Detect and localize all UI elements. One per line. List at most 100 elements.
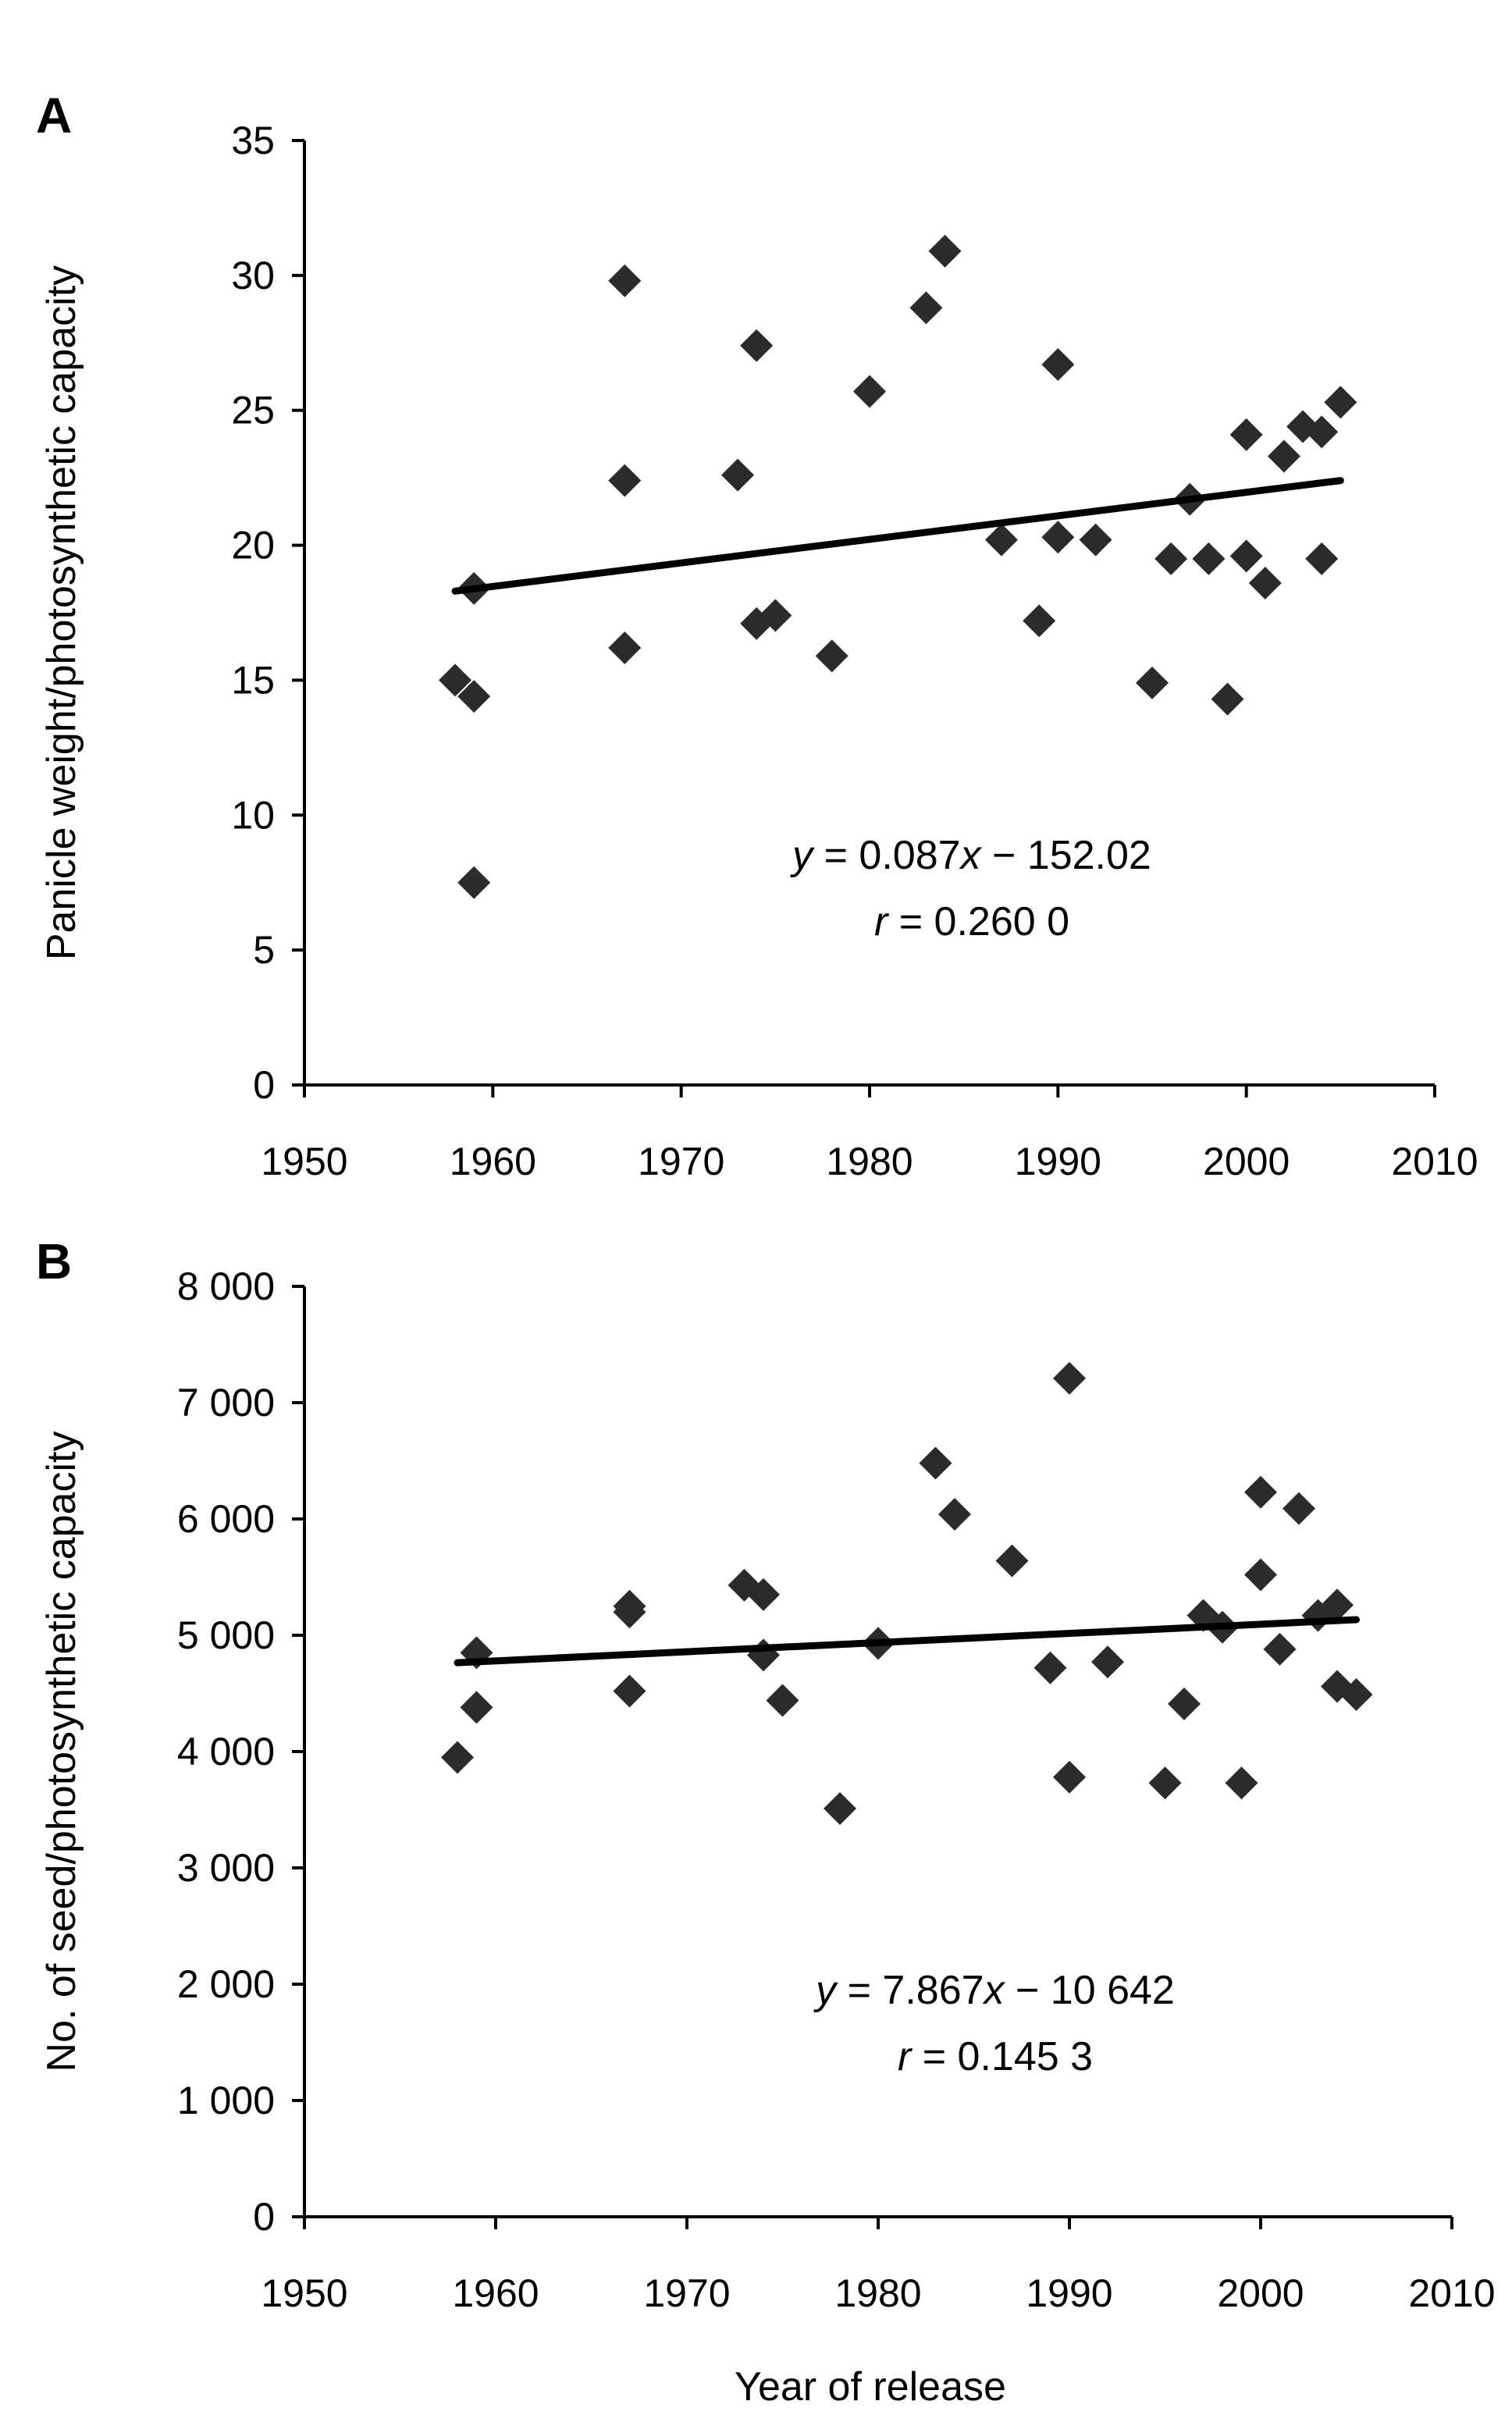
data-point xyxy=(1248,566,1282,599)
x-tick-label: 1970 xyxy=(643,2271,730,2315)
x-tick-label: 1960 xyxy=(450,1140,536,1183)
data-point xyxy=(1136,666,1169,699)
y-tick-label: 30 xyxy=(231,254,275,297)
data-point xyxy=(457,680,491,713)
data-point xyxy=(1041,521,1075,554)
x-axis-title: Year of release xyxy=(735,2364,1006,2410)
r-symbol: r xyxy=(898,2034,913,2079)
data-point xyxy=(613,1595,646,1629)
correlation-coefficient: r = 0.145 3 xyxy=(898,2034,1093,2079)
data-point xyxy=(747,1578,780,1611)
data-point xyxy=(1229,418,1263,451)
data-point xyxy=(1091,1645,1124,1679)
x-tick-label: 1990 xyxy=(1015,1140,1101,1183)
data-point xyxy=(1211,682,1244,716)
equation-x-symbol: x xyxy=(959,833,983,878)
panel-b: B 0 1 000 2 000 3 000 4 000 5 000 6 000 7 000 8 0… xyxy=(36,1233,1496,2410)
y-axis-title: No. of seed/photosynthetic capacity xyxy=(39,1432,84,2072)
data-point xyxy=(1041,347,1075,381)
equation-x-symbol: x xyxy=(982,1968,1006,2013)
data-point xyxy=(1229,539,1263,573)
data-point xyxy=(439,663,472,697)
r-value: = 0.260 0 xyxy=(888,899,1069,944)
data-point xyxy=(747,1638,780,1672)
data-point xyxy=(938,1498,971,1531)
x-tick-label: 1950 xyxy=(261,2271,347,2315)
data-point xyxy=(766,1684,799,1717)
x-tick-label: 2000 xyxy=(1217,2271,1304,2315)
x-tick-label: 1950 xyxy=(261,1140,347,1183)
equation-y-symbol: y xyxy=(813,1968,838,2013)
data-point xyxy=(1339,1677,1373,1711)
x-tick-label: 1970 xyxy=(638,1140,724,1183)
data-point xyxy=(1225,1766,1258,1800)
y-tick-label: 0 xyxy=(253,2195,275,2239)
data-point xyxy=(1244,1475,1277,1509)
regression-equation: y = 0.087x − 152.02 xyxy=(790,833,1151,878)
r-value: = 0.145 3 xyxy=(911,2034,1093,2079)
y-tick-label: 5 000 xyxy=(177,1613,275,1657)
y-tick-label: 25 xyxy=(231,389,275,432)
data-point xyxy=(1305,542,1339,575)
data-point xyxy=(1192,542,1226,575)
y-tick-label: 7 000 xyxy=(177,1381,275,1425)
data-point xyxy=(740,329,774,362)
data-point xyxy=(1263,1632,1297,1666)
y-tick-label: 2 000 xyxy=(177,1962,275,2006)
data-point xyxy=(608,631,642,664)
data-point xyxy=(441,1741,474,1774)
data-point xyxy=(1053,1361,1086,1395)
data-point xyxy=(984,523,1018,557)
equation-intercept: − 152.02 xyxy=(981,833,1151,878)
y-tick-label: 5 xyxy=(253,928,275,972)
trend-line xyxy=(454,1616,1360,1666)
equation-coefficient: = 7.867 xyxy=(836,1968,984,2013)
y-tick-label: 1 000 xyxy=(177,2079,275,2122)
trend-line xyxy=(451,477,1344,595)
data-point xyxy=(853,375,886,408)
data-point xyxy=(1168,1687,1201,1720)
y-tick-label: 35 xyxy=(231,119,275,162)
x-tick-label: 1990 xyxy=(1026,2271,1112,2315)
data-point xyxy=(1244,1558,1277,1592)
y-tick-label: 8 000 xyxy=(177,1265,275,1308)
data-point xyxy=(608,264,642,297)
data-point xyxy=(1023,604,1056,638)
data-point xyxy=(1305,415,1339,449)
correlation-coefficient: r = 0.260 0 xyxy=(874,899,1069,944)
panel-letter: A xyxy=(36,87,72,144)
y-axis-title: Panicle weight/photosynthetic capacity xyxy=(39,265,84,960)
x-tick-label: 2000 xyxy=(1203,1140,1290,1183)
data-point xyxy=(613,1674,646,1708)
data-point xyxy=(1283,1492,1315,1525)
y-tick-label: 0 xyxy=(253,1063,275,1107)
data-point xyxy=(460,1691,493,1724)
data-point xyxy=(1154,542,1188,575)
data-point xyxy=(759,599,792,632)
data-point xyxy=(1148,1766,1182,1800)
x-tick-label: 2010 xyxy=(1408,2271,1495,2315)
x-tick-label: 1960 xyxy=(452,2271,539,2315)
y-tick-label: 6 000 xyxy=(177,1497,275,1541)
regression-equation: y = 7.867x − 10 642 xyxy=(813,1968,1175,2013)
r-symbol: r xyxy=(874,899,890,944)
x-tick-label: 1980 xyxy=(834,2271,921,2315)
y-tick-label: 15 xyxy=(231,658,275,702)
y-tick-label: 3 000 xyxy=(177,1846,275,1890)
data-point xyxy=(1321,1588,1354,1622)
y-tick-label: 10 xyxy=(231,793,275,837)
data-point xyxy=(1053,1760,1086,1794)
data-point xyxy=(995,1544,1029,1578)
data-point xyxy=(928,234,962,268)
data-point xyxy=(919,1446,952,1480)
data-point xyxy=(1324,386,1357,419)
data-point xyxy=(815,639,848,673)
x-tick-label: 1980 xyxy=(826,1140,913,1183)
data-point xyxy=(1079,523,1112,557)
x-tick-label: 2010 xyxy=(1391,1140,1478,1183)
panel-letter: B xyxy=(36,1233,72,1289)
panel-a: A 0 5 10 15 20 25 30 35 1950 1960 1970 1980 1990 2000 2… xyxy=(36,87,1478,1183)
y-tick-label: 4 000 xyxy=(177,1730,275,1773)
data-point xyxy=(824,1792,856,1826)
